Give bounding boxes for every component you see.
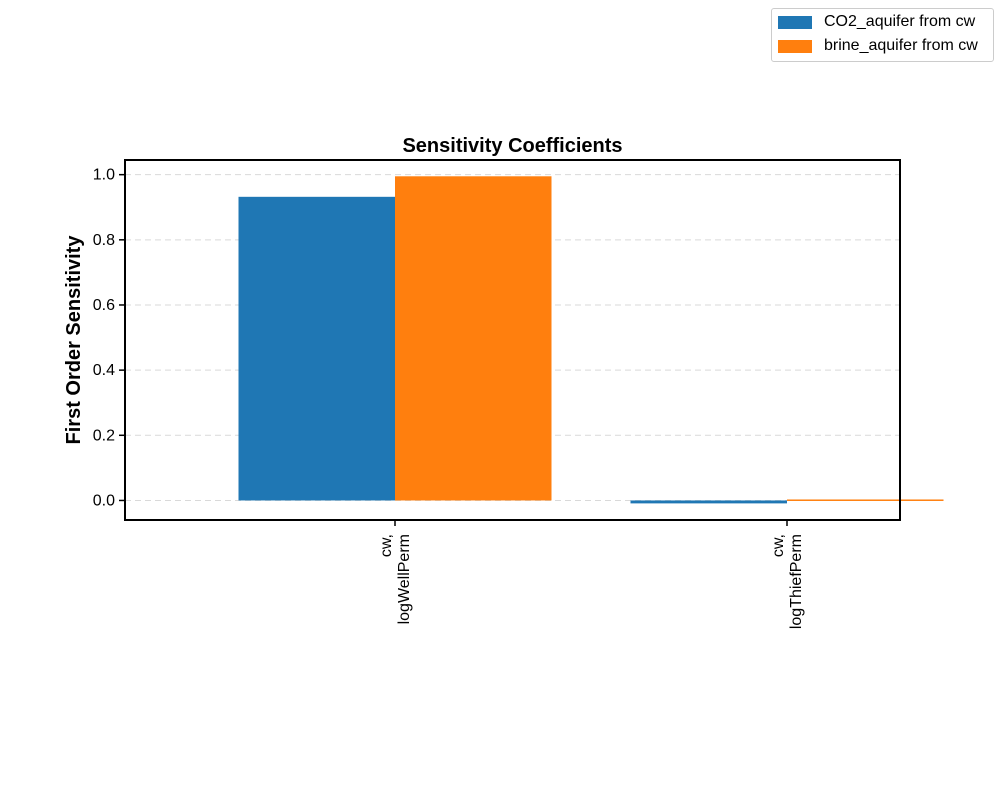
x-tick-label-line: cw, <box>770 534 787 557</box>
bar-co2 <box>238 196 395 501</box>
x-tick-label: cw,logThiefPerm <box>770 534 805 629</box>
x-tick-label-line: logWellPerm <box>396 534 413 624</box>
y-tick-label: 0.0 <box>93 492 115 509</box>
legend-item-co2: CO2_aquifer from cw <box>778 12 975 32</box>
bars <box>238 176 944 504</box>
y-tick-label: 0.2 <box>93 427 115 444</box>
legend-swatch-co2 <box>778 15 812 29</box>
y-ticks: 0.0 0.2 0.4 0.6 0.8 1.0 <box>93 167 125 509</box>
x-tick-label-text: cw,logThiefPerm <box>770 534 805 629</box>
chart-title: Sensitivity Coefficients <box>402 135 622 157</box>
x-tick-label-line: cw, <box>378 534 395 557</box>
bar-co2 <box>630 500 787 504</box>
x-tick-label: cw,logWellPerm <box>378 534 413 624</box>
bar-brine <box>395 176 552 501</box>
x-ticks: cw,logWellPerm cw,logThiefPerm <box>378 520 805 629</box>
x-tick-label-line: logThiefPerm <box>788 534 805 629</box>
legend: CO2_aquifer from cw brine_aquifer from c… <box>771 8 994 62</box>
y-tick-label: 0.4 <box>93 362 115 379</box>
y-tick-label: 0.8 <box>93 232 115 249</box>
y-axis-label: First Order Sensitivity <box>63 235 85 445</box>
legend-label-co2: CO2_aquifer from cw <box>824 13 976 30</box>
legend-item-brine: brine_aquifer from cw <box>778 36 978 56</box>
legend-swatch-brine <box>778 39 812 53</box>
bar-brine <box>787 499 944 501</box>
y-tick-label: 1.0 <box>93 167 115 184</box>
legend-label-brine: brine_aquifer from cw <box>824 37 978 54</box>
x-tick-label-text: cw,logWellPerm <box>378 534 413 624</box>
y-tick-label: 0.6 <box>93 297 115 314</box>
plot-frame <box>124 159 901 521</box>
